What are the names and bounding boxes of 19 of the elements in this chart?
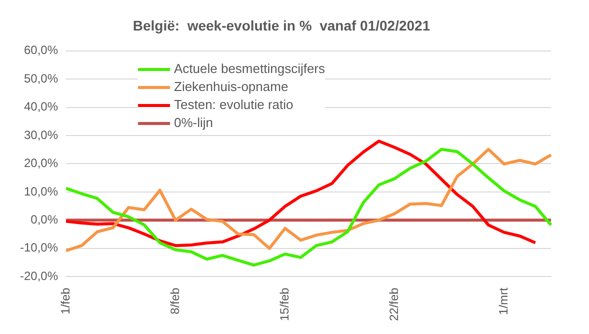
legend-label: 0%-lijn <box>174 114 214 132</box>
legend-label: Actuele besmettingscijfers <box>174 60 326 78</box>
y-tick-label: 10,0% <box>24 184 58 198</box>
x-tick-label: 1/feb <box>58 287 72 314</box>
chart-title: België: week-evolutie in % vanaf 01/02/2021 <box>132 17 430 34</box>
y-tick-label: -20,0% <box>20 268 58 283</box>
x-tick-label: 1/mrt <box>496 286 510 315</box>
y-tick-label: 50,0% <box>24 71 58 86</box>
y-tick-label: -10,0% <box>20 240 58 255</box>
y-tick-label: 0,0% <box>30 212 58 226</box>
x-tick-label: 8/feb <box>168 287 182 314</box>
legend-label: Ziekenhuis-opname <box>174 78 288 96</box>
y-tick-label: 60,0% <box>24 43 58 58</box>
legend-label: Testen: evolutie ratio <box>174 96 294 114</box>
x-tick-label: 22/feb <box>386 287 401 322</box>
y-tick-label: 20,0% <box>24 156 58 170</box>
y-tick-label: 30,0% <box>24 128 58 142</box>
x-tick-label: 15/feb <box>277 287 292 322</box>
y-tick-label: 40,0% <box>24 100 58 114</box>
